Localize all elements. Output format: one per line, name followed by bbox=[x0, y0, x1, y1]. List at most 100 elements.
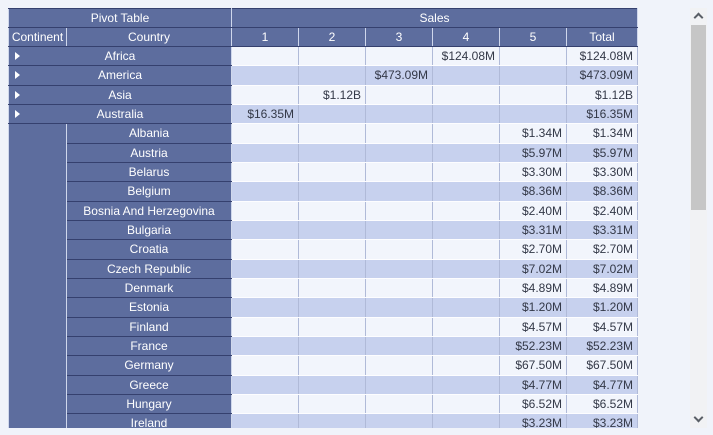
scrollbar-thumb[interactable] bbox=[691, 25, 706, 210]
total-value-cell[interactable]: $67.50M bbox=[566, 355, 639, 376]
total-column-header[interactable]: Total bbox=[566, 27, 639, 47]
value-cell[interactable] bbox=[231, 200, 300, 221]
value-cell[interactable]: $4.77M bbox=[499, 374, 568, 395]
value-cell[interactable]: $6.52M bbox=[499, 393, 568, 415]
value-cell[interactable] bbox=[298, 181, 367, 202]
value-cell[interactable] bbox=[231, 355, 300, 376]
continent-row-label[interactable]: Australia bbox=[8, 103, 233, 125]
value-cell[interactable] bbox=[298, 297, 367, 318]
value-cell[interactable] bbox=[365, 393, 434, 415]
total-value-cell[interactable]: $3.30M bbox=[566, 161, 639, 183]
value-cell[interactable] bbox=[298, 103, 367, 125]
value-cell[interactable] bbox=[499, 65, 568, 86]
value-cell[interactable] bbox=[365, 181, 434, 202]
expand-arrow-icon[interactable] bbox=[15, 110, 20, 119]
total-value-cell[interactable]: $16.35M bbox=[566, 103, 639, 125]
value-cell[interactable] bbox=[365, 316, 434, 337]
value-cell[interactable] bbox=[231, 393, 300, 415]
value-cell[interactable] bbox=[499, 84, 568, 105]
value-cell[interactable] bbox=[432, 103, 501, 125]
value-cell[interactable] bbox=[365, 161, 434, 183]
value-cell[interactable] bbox=[298, 335, 367, 357]
value-cell[interactable]: $5.97M bbox=[499, 142, 568, 163]
value-cell[interactable] bbox=[365, 239, 434, 260]
continent-field-header[interactable]: Continent bbox=[8, 27, 67, 47]
value-cell[interactable]: $1.34M bbox=[499, 123, 568, 144]
period-column-header[interactable]: 5 bbox=[499, 27, 568, 47]
value-cell[interactable]: $1.20M bbox=[499, 297, 568, 318]
country-row-label[interactable]: Greece bbox=[65, 374, 233, 395]
total-value-cell[interactable]: $2.40M bbox=[566, 200, 639, 221]
value-cell[interactable] bbox=[231, 181, 300, 202]
continent-row-label[interactable]: Africa bbox=[8, 45, 233, 67]
expand-arrow-icon[interactable] bbox=[15, 52, 20, 61]
value-cell[interactable] bbox=[432, 413, 501, 428]
value-cell[interactable] bbox=[365, 355, 434, 376]
value-cell[interactable] bbox=[365, 297, 434, 318]
value-cell[interactable] bbox=[365, 374, 434, 395]
sales-field-header[interactable]: Sales bbox=[231, 8, 639, 28]
value-cell[interactable] bbox=[231, 277, 300, 299]
total-value-cell[interactable]: $5.97M bbox=[566, 142, 639, 163]
total-value-cell[interactable]: $3.23M bbox=[566, 413, 639, 428]
value-cell[interactable]: $4.57M bbox=[499, 316, 568, 337]
value-cell[interactable]: $473.09M bbox=[365, 65, 434, 86]
value-cell[interactable] bbox=[432, 355, 501, 376]
value-cell[interactable] bbox=[365, 84, 434, 105]
total-value-cell[interactable]: $52.23M bbox=[566, 335, 639, 357]
value-cell[interactable] bbox=[432, 161, 501, 183]
value-cell[interactable] bbox=[432, 374, 501, 395]
value-cell[interactable] bbox=[432, 84, 501, 105]
value-cell[interactable] bbox=[231, 65, 300, 86]
value-cell[interactable]: $67.50M bbox=[499, 355, 568, 376]
country-row-label[interactable]: France bbox=[65, 335, 233, 357]
value-cell[interactable] bbox=[365, 200, 434, 221]
total-value-cell[interactable]: $7.02M bbox=[566, 258, 639, 279]
value-cell[interactable] bbox=[365, 258, 434, 279]
value-cell[interactable] bbox=[432, 393, 501, 415]
total-value-cell[interactable]: $1.34M bbox=[566, 123, 639, 144]
total-value-cell[interactable]: $4.77M bbox=[566, 374, 639, 395]
value-cell[interactable] bbox=[231, 335, 300, 357]
value-cell[interactable] bbox=[499, 45, 568, 67]
value-cell[interactable] bbox=[432, 181, 501, 202]
value-cell[interactable] bbox=[365, 142, 434, 163]
value-cell[interactable] bbox=[365, 219, 434, 241]
value-cell[interactable] bbox=[298, 374, 367, 395]
period-column-header[interactable]: 4 bbox=[432, 27, 501, 47]
value-cell[interactable] bbox=[231, 84, 300, 105]
value-cell[interactable] bbox=[298, 219, 367, 241]
value-cell[interactable] bbox=[298, 393, 367, 415]
value-cell[interactable] bbox=[298, 142, 367, 163]
value-cell[interactable] bbox=[298, 316, 367, 337]
country-row-label[interactable]: Finland bbox=[65, 316, 233, 337]
value-cell[interactable] bbox=[231, 316, 300, 337]
total-value-cell[interactable]: $4.89M bbox=[566, 277, 639, 299]
value-cell[interactable]: $4.89M bbox=[499, 277, 568, 299]
value-cell[interactable] bbox=[231, 239, 300, 260]
country-field-header[interactable]: Country bbox=[65, 27, 233, 47]
value-cell[interactable] bbox=[298, 65, 367, 86]
country-row-label[interactable]: Bulgaria bbox=[65, 219, 233, 241]
total-value-cell[interactable]: $2.70M bbox=[566, 239, 639, 260]
value-cell[interactable]: $3.31M bbox=[499, 219, 568, 241]
country-row-label[interactable]: Czech Republic bbox=[65, 258, 233, 279]
period-column-header[interactable]: 3 bbox=[365, 27, 434, 47]
value-cell[interactable] bbox=[365, 123, 434, 144]
value-cell[interactable] bbox=[298, 45, 367, 67]
period-column-header[interactable]: 1 bbox=[231, 27, 300, 47]
value-cell[interactable] bbox=[231, 297, 300, 318]
value-cell[interactable] bbox=[231, 413, 300, 428]
value-cell[interactable] bbox=[298, 413, 367, 428]
value-cell[interactable] bbox=[432, 239, 501, 260]
value-cell[interactable] bbox=[298, 200, 367, 221]
value-cell[interactable] bbox=[298, 355, 367, 376]
country-row-label[interactable]: Hungary bbox=[65, 393, 233, 415]
value-cell[interactable]: $52.23M bbox=[499, 335, 568, 357]
value-cell[interactable]: $3.23M bbox=[499, 413, 568, 428]
country-row-label[interactable]: Croatia bbox=[65, 239, 233, 260]
value-cell[interactable] bbox=[365, 103, 434, 125]
value-cell[interactable] bbox=[231, 142, 300, 163]
value-cell[interactable] bbox=[365, 277, 434, 299]
value-cell[interactable] bbox=[432, 142, 501, 163]
